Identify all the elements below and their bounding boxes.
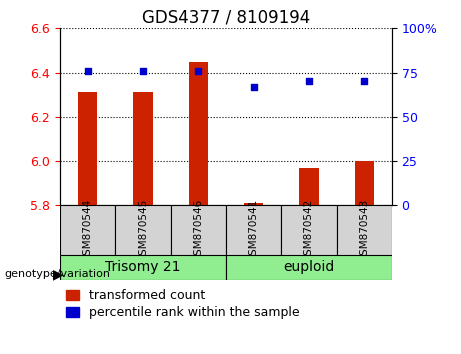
Text: euploid: euploid xyxy=(283,260,335,274)
Text: GSM870541: GSM870541 xyxy=(248,199,259,262)
Text: GSM870542: GSM870542 xyxy=(304,199,314,262)
FancyBboxPatch shape xyxy=(171,205,226,255)
Bar xyxy=(355,161,374,205)
Text: ▶: ▶ xyxy=(53,267,64,281)
FancyBboxPatch shape xyxy=(337,205,392,255)
Text: GSM870544: GSM870544 xyxy=(83,199,93,262)
Text: Trisomy 21: Trisomy 21 xyxy=(105,260,181,274)
Point xyxy=(195,68,202,74)
Legend: transformed count, percentile rank within the sample: transformed count, percentile rank withi… xyxy=(66,290,299,319)
Text: GSM870543: GSM870543 xyxy=(359,199,369,262)
Text: GSM870546: GSM870546 xyxy=(193,199,203,262)
Point xyxy=(305,79,313,84)
FancyBboxPatch shape xyxy=(60,205,115,255)
FancyBboxPatch shape xyxy=(226,205,281,255)
Bar xyxy=(244,203,263,205)
Bar xyxy=(189,62,208,205)
FancyBboxPatch shape xyxy=(115,205,171,255)
Point xyxy=(139,68,147,74)
Point xyxy=(84,68,91,74)
FancyBboxPatch shape xyxy=(226,255,392,280)
FancyBboxPatch shape xyxy=(281,205,337,255)
Bar xyxy=(133,92,153,205)
Point xyxy=(361,79,368,84)
Title: GDS4377 / 8109194: GDS4377 / 8109194 xyxy=(142,9,310,27)
Bar xyxy=(78,92,97,205)
Text: GSM870545: GSM870545 xyxy=(138,199,148,262)
FancyBboxPatch shape xyxy=(60,255,226,280)
Bar xyxy=(299,168,319,205)
Point xyxy=(250,84,257,90)
Text: genotype/variation: genotype/variation xyxy=(5,269,111,279)
